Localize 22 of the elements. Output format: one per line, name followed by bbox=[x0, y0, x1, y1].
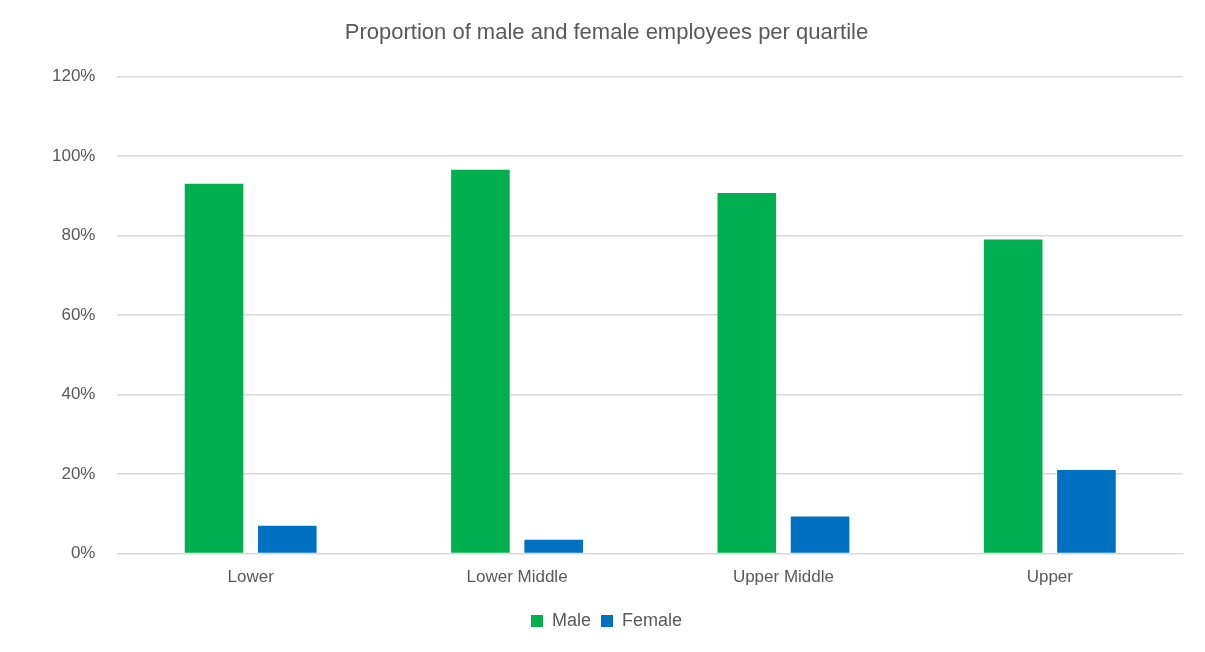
y-tick-label: 60% bbox=[61, 304, 96, 324]
y-tick-label: 100% bbox=[52, 145, 96, 165]
bar bbox=[1057, 470, 1116, 553]
bar bbox=[451, 169, 510, 553]
x-tick-label: Upper Middle bbox=[732, 567, 834, 587]
x-tick-label: Lower bbox=[227, 567, 275, 587]
bar bbox=[524, 539, 583, 553]
y-tick-label: 80% bbox=[61, 225, 96, 245]
bar bbox=[717, 192, 777, 553]
chart-title: Proportion of male and female employees per quartile bbox=[344, 19, 869, 45]
bar bbox=[184, 183, 244, 553]
y-tick-label: 40% bbox=[61, 384, 96, 404]
x-tick-label: Upper bbox=[1026, 567, 1074, 587]
x-tick-label: Lower Middle bbox=[466, 567, 568, 587]
y-tick-label: 120% bbox=[52, 66, 96, 86]
bar bbox=[258, 525, 317, 553]
y-tick-label: 20% bbox=[61, 463, 96, 483]
bar bbox=[790, 516, 850, 553]
legend-label: Female bbox=[622, 609, 683, 630]
legend-label: Male bbox=[551, 609, 591, 630]
bar bbox=[983, 239, 1043, 553]
y-tick-label: 0% bbox=[70, 543, 96, 563]
